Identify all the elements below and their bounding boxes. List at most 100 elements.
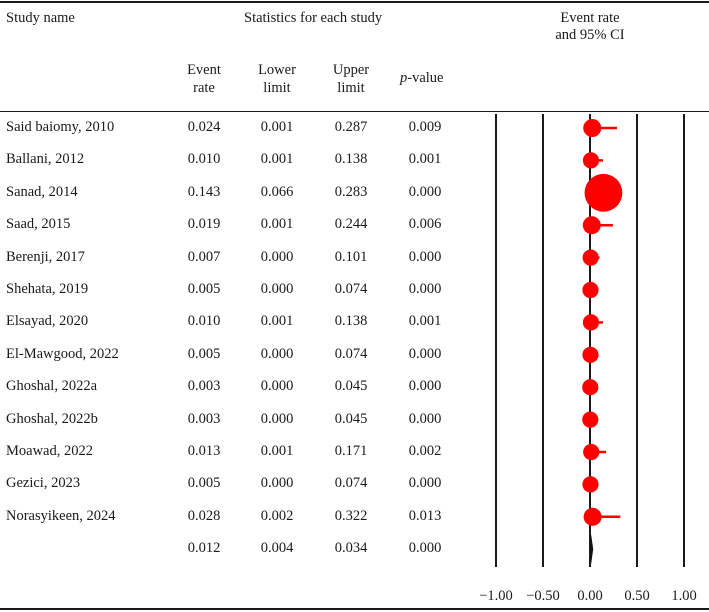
- upper-limit-header-line2: limit: [337, 80, 365, 96]
- study-marker: [582, 411, 599, 428]
- lower-limit-header-line2: limit: [263, 80, 291, 96]
- study-p: 0.006: [408, 216, 442, 233]
- study-upper: 0.074: [334, 281, 368, 297]
- study-p: 0.001: [408, 151, 442, 168]
- study-event-rate: 0.028: [187, 507, 221, 524]
- x-tick-label: 0.00: [577, 588, 602, 604]
- event-rate-header-line2: rate: [193, 80, 215, 96]
- study-name: Moawad, 2022: [6, 443, 93, 459]
- study-lower: 0.066: [260, 183, 294, 200]
- study-p: 0.000: [408, 378, 442, 395]
- study-lower: 0.000: [260, 475, 294, 492]
- p-value-header: p-value: [400, 70, 443, 87]
- study-marker: [582, 379, 599, 396]
- top-rule: [0, 1, 709, 3]
- study-p: 0.000: [408, 281, 442, 297]
- study-lower: 0.001: [260, 443, 294, 459]
- study-upper: 0.074: [334, 345, 368, 362]
- study-lower: 0.000: [260, 248, 294, 265]
- study-upper: 0.045: [334, 410, 368, 427]
- study-p: 0.000: [408, 475, 442, 492]
- study-name: Norasyikeen, 2024: [6, 507, 116, 524]
- study-p: 0.000: [408, 183, 442, 200]
- study-name: Elsayad, 2020: [6, 313, 89, 330]
- study-event-rate: 0.003: [187, 410, 221, 427]
- study-marker: [582, 476, 599, 493]
- x-tick-label: 1.00: [671, 588, 696, 604]
- event-rate-header: Event rate: [164, 61, 244, 97]
- pooled-p: 0.000: [408, 540, 442, 557]
- study-name-header: Study name: [6, 10, 75, 26]
- study-upper: 0.138: [334, 313, 368, 330]
- study-lower: 0.000: [260, 345, 294, 362]
- study-event-rate: 0.005: [187, 281, 221, 297]
- study-name: Ghoshal, 2022b: [6, 410, 98, 427]
- p-value-header-p: p: [400, 70, 408, 86]
- study-event-rate: 0.005: [187, 345, 221, 362]
- study-lower: 0.000: [260, 410, 294, 427]
- study-p: 0.000: [408, 410, 442, 427]
- study-lower: 0.001: [260, 313, 294, 330]
- study-name: Gezici, 2023: [6, 475, 81, 492]
- study-marker: [582, 346, 599, 363]
- study-upper: 0.171: [334, 443, 368, 459]
- study-name: Shehata, 2019: [6, 281, 89, 297]
- study-lower: 0.000: [260, 281, 294, 297]
- study-event-rate: 0.019: [187, 216, 221, 233]
- study-name: Saad, 2015: [6, 216, 71, 233]
- study-p: 0.000: [408, 345, 442, 362]
- pooled-lower: 0.004: [260, 540, 294, 557]
- study-marker: [582, 281, 599, 299]
- study-lower: 0.001: [260, 119, 294, 135]
- study-lower: 0.001: [260, 151, 294, 168]
- lower-limit-header-line1: Lower: [258, 62, 296, 78]
- upper-limit-header: Upper limit: [311, 61, 391, 97]
- study-lower: 0.001: [260, 216, 294, 233]
- x-tick-label: 0.50: [624, 588, 649, 604]
- pooled-event-rate: 0.012: [187, 540, 221, 557]
- study-name: El-Mawgood, 2022: [6, 345, 119, 362]
- ci-header-line1: Event rate: [560, 10, 620, 26]
- study-upper: 0.322: [334, 507, 368, 524]
- study-marker: [582, 314, 600, 331]
- study-p: 0.001: [408, 313, 442, 330]
- study-marker: [583, 507, 602, 526]
- lower-limit-header: Lower limit: [237, 61, 317, 97]
- stats-header: Statistics for each study: [244, 10, 383, 26]
- ci-header-line2: and 95% CI: [555, 27, 625, 43]
- bottom-rule: [0, 608, 709, 610]
- study-name: Ghoshal, 2022a: [6, 378, 98, 395]
- study-upper: 0.101: [334, 248, 368, 265]
- pooled-diamond: [590, 534, 594, 565]
- upper-limit-header-line1: Upper: [332, 62, 370, 78]
- study-upper: 0.074: [334, 475, 368, 492]
- study-event-rate: 0.007: [187, 248, 221, 265]
- study-marker: [583, 119, 602, 137]
- study-upper: 0.283: [334, 183, 368, 200]
- ci-header: Event rate and 95% CI: [540, 10, 640, 44]
- study-event-rate: 0.010: [187, 313, 221, 330]
- study-p: 0.013: [408, 507, 442, 524]
- header-divider: [0, 111, 709, 112]
- event-rate-header-line1: Event: [187, 62, 221, 78]
- x-tick-label: −1.00: [479, 588, 513, 604]
- p-value-header-rest: -value: [407, 70, 444, 86]
- study-event-rate: 0.024: [187, 119, 221, 135]
- study-marker: [584, 173, 623, 212]
- study-marker: [582, 249, 599, 266]
- study-lower: 0.002: [260, 507, 294, 524]
- study-marker: [582, 152, 600, 169]
- study-name: Sanad, 2014: [6, 183, 78, 200]
- study-marker: [582, 216, 601, 235]
- pooled-upper: 0.034: [334, 540, 368, 557]
- study-marker: [583, 443, 600, 461]
- study-upper: 0.138: [334, 151, 368, 168]
- study-name: Ballani, 2012: [6, 151, 85, 168]
- study-name: Said baiomy, 2010: [6, 119, 115, 135]
- study-event-rate: 0.003: [187, 378, 221, 395]
- study-p: 0.000: [408, 248, 442, 265]
- study-p: 0.009: [408, 119, 442, 135]
- study-event-rate: 0.143: [187, 183, 221, 200]
- study-event-rate: 0.013: [187, 443, 221, 459]
